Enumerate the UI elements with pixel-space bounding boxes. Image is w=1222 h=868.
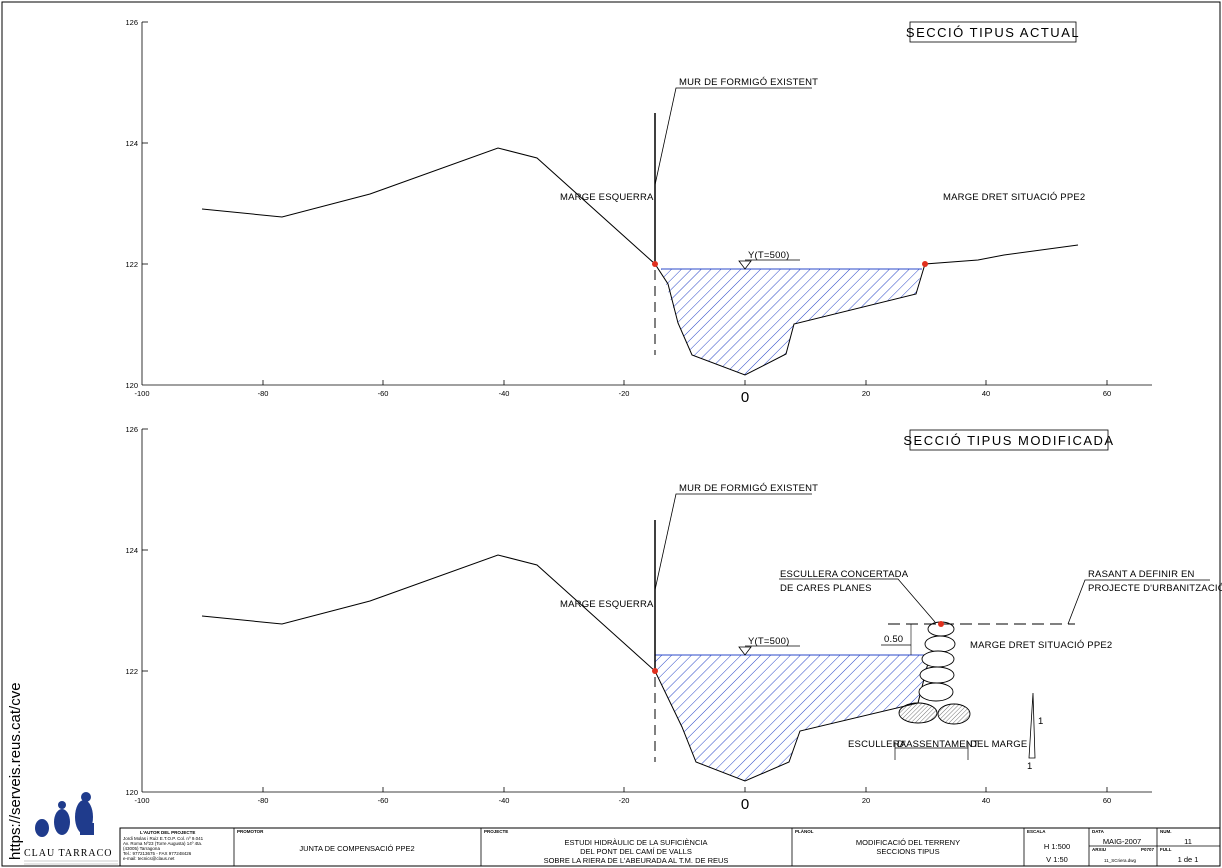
- base-riprap-label: DEL MARGE: [970, 739, 1027, 750]
- y-tick-label: 122: [125, 667, 138, 676]
- bank-point: [938, 621, 944, 627]
- projecte-line: DEL PONT DEL CAMÍ DE VALLS: [580, 847, 692, 856]
- author-head: L'AUTOR DEL PROJECTE: [140, 830, 195, 835]
- section-title: SECCIÓ TIPUS ACTUAL: [906, 25, 1080, 40]
- y-tick-label: 124: [125, 546, 138, 555]
- rasant-label: RASANT A DEFINIR EN: [1088, 569, 1195, 580]
- slope-indicator: [1028, 692, 1036, 759]
- x-tick-label: 40: [982, 796, 990, 805]
- escala-head: ESCALA: [1027, 829, 1046, 834]
- riprap-leader: [779, 578, 936, 623]
- escala-v: V 1:50: [1046, 855, 1068, 864]
- promotor-head: PROMOTOR: [237, 829, 264, 834]
- water-level-label: Y(T=500): [748, 250, 789, 261]
- section-actual: 126 124 122 120 -100 -80 -60 -40 -20 0 2…: [125, 18, 1152, 406]
- x-tick-label: 20: [862, 796, 870, 805]
- right-bank-label: MARGE DRET SITUACIÓ PPE2: [970, 640, 1112, 651]
- author-line: Tel.: 977213675 - FAX 977248426: [123, 851, 192, 856]
- num-value: 11: [1184, 837, 1192, 846]
- x-tick-label: -20: [619, 796, 630, 805]
- base-riprap: [898, 702, 971, 725]
- riprap-label: ESCULLERA CONCERTADA: [780, 569, 909, 580]
- arxiu-code: P0707: [1141, 847, 1155, 852]
- y-tick-label: 120: [125, 381, 138, 390]
- company-logo: CLAU TARRACO: [24, 792, 118, 865]
- wall-label: MUR DE FORMIGÓ EXISTENT: [679, 483, 818, 494]
- arxiu-value: 11_SCriera.dwg: [1104, 858, 1136, 863]
- right-bank-label: MARGE DRET SITUACIÓ PPE2: [943, 192, 1085, 203]
- bank-point: [922, 261, 928, 267]
- rasant-leader: [1067, 579, 1210, 625]
- title-block: L'AUTOR DEL PROJECTE Jordi Molas i Ruiz …: [119, 827, 1221, 867]
- num-head: NUM.: [1160, 829, 1172, 834]
- x-tick-label: -100: [134, 389, 149, 398]
- planol-head: PLÀNOL: [795, 828, 814, 834]
- slope-label-horizontal: 1: [1027, 761, 1032, 772]
- bank-point: [652, 668, 658, 674]
- x-zero-label: 0: [741, 796, 749, 813]
- water-level-symbol: [738, 260, 752, 270]
- slope-label-vertical: 1: [1038, 716, 1043, 727]
- terrain-profile: [201, 147, 1079, 376]
- x-tick-label: 60: [1103, 796, 1111, 805]
- wall-leader: [654, 493, 812, 591]
- author-line: (43005) Tarragona: [123, 846, 160, 851]
- planol-line: SECCIONS TIPUS: [876, 847, 939, 856]
- section-title: SECCIÓ TIPUS MODIFICADA: [903, 433, 1114, 448]
- riprap-wall: [918, 621, 956, 702]
- verification-url: https://serveis.reus.cat/cve: [7, 682, 24, 860]
- data-head: DATA: [1092, 829, 1105, 834]
- full-value: 1 de 1: [1178, 855, 1199, 864]
- author-line: Jordi Molas i Ruiz E.T.O.P. Col. nº 9.04…: [123, 836, 204, 841]
- dimension-label: 0.50: [884, 634, 903, 645]
- y-tick-label: 126: [125, 425, 138, 434]
- projecte-line: ESTUDI HIDRÀULIC DE LA SUFICIÈNCIA: [565, 838, 708, 847]
- author-line: e-mail: tecnics@claus.net: [123, 856, 175, 861]
- planol-line: MODIFICACIÓ DEL TERRENY: [856, 838, 960, 847]
- wall-leader: [654, 87, 812, 186]
- section-title-box: [909, 21, 1077, 43]
- water-level-symbol: [738, 646, 752, 656]
- author-line: Av. Roma Nº23 (Torre Augusta) 14º 4ta.: [123, 841, 202, 846]
- x-tick-label: -80: [258, 796, 269, 805]
- arxiu-head: ARXIU: [1092, 847, 1106, 852]
- x-tick-label: -80: [258, 389, 269, 398]
- x-tick-label: -40: [499, 796, 510, 805]
- escala-h: H 1:500: [1044, 842, 1070, 851]
- projecte-head: PROJECTE: [484, 829, 508, 834]
- water-area: [661, 269, 922, 375]
- water-level-label: Y(T=500): [748, 636, 789, 647]
- section-modified: 126 124 122 120 -100 -80 -60 -40 -20 0 2…: [125, 425, 1222, 813]
- bank-point: [652, 261, 658, 267]
- riprap-label: DE CARES PLANES: [780, 583, 872, 594]
- y-tick-label: 122: [125, 260, 138, 269]
- y-tick-label: 120: [125, 788, 138, 797]
- x-tick-label: 60: [1103, 389, 1111, 398]
- y-tick-label: 124: [125, 139, 138, 148]
- wall-label: MUR DE FORMIGÓ EXISTENT: [679, 77, 818, 88]
- rasant-label: PROJECTE D'URBANITZACIÓ: [1088, 583, 1222, 594]
- base-riprap-label: D'ASSENTAMENT: [897, 739, 979, 750]
- x-zero-label: 0: [741, 389, 749, 406]
- promotor-value: JUNTA DE COMPENSACIÓ PPE2: [299, 844, 414, 853]
- left-bank-label: MARGE ESQUERRA: [560, 599, 654, 610]
- logo-text: CLAU TARRACO: [24, 848, 113, 859]
- y-tick-label: 126: [125, 18, 138, 27]
- x-tick-label: 40: [982, 389, 990, 398]
- x-tick-label: -100: [134, 796, 149, 805]
- data-value: MAIG-2007: [1103, 837, 1141, 846]
- full-head: FULL: [1160, 847, 1172, 852]
- x-tick-label: 20: [862, 389, 870, 398]
- base-riprap-label: ESCULLERA: [848, 739, 907, 750]
- x-tick-label: -60: [378, 389, 389, 398]
- terrain-profile: [201, 554, 931, 782]
- x-tick-label: -40: [499, 389, 510, 398]
- x-tick-label: -20: [619, 389, 630, 398]
- x-tick-label: -60: [378, 796, 389, 805]
- projecte-line: SOBRE LA RIERA DE L'ABEURADA AL T.M. DE …: [544, 856, 729, 865]
- section-title-box: [909, 429, 1109, 451]
- left-bank-label: MARGE ESQUERRA: [560, 192, 654, 203]
- water-area: [655, 655, 930, 781]
